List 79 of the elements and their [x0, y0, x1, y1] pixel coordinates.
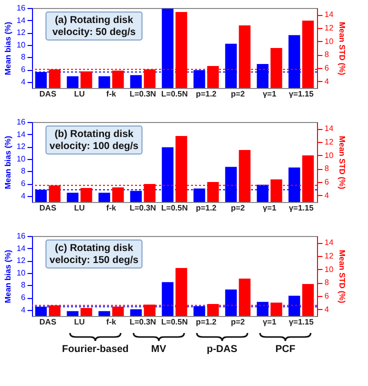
- y-tick-label: 4: [21, 191, 26, 200]
- y-tick-label: 6: [21, 293, 26, 302]
- x-tick-label: γ=1.15: [288, 204, 314, 212]
- y-tick-label: 16: [16, 232, 26, 240]
- y-tick-label: 16: [16, 118, 26, 126]
- y-tick-label: 14: [16, 16, 26, 25]
- y-tick-label: 6: [21, 65, 26, 74]
- y2-tick-label: 12: [324, 252, 334, 260]
- y-tick-label: 8: [21, 166, 26, 176]
- x-tick-label: p=2: [230, 318, 246, 326]
- y2-tick-label: 10: [324, 150, 334, 160]
- x-tick-label: L=0.5N: [161, 204, 188, 212]
- x-tick-label: p=2: [230, 204, 246, 212]
- y-tick-label: 14: [16, 130, 26, 139]
- y2-axis-title: Mean STD (%): [337, 136, 346, 190]
- y-tick-label: 10: [16, 154, 26, 164]
- y2-tick-label: 4: [324, 304, 330, 314]
- text: (a) Rotating disk velocity: 50 deg/s: [52, 15, 136, 38]
- y-axis-title: Mean bias (%): [4, 135, 13, 190]
- x-tick-label: p=2: [230, 90, 246, 98]
- y2-tick-label: 14: [324, 124, 334, 134]
- text: Fourier-based: [62, 344, 129, 355]
- x-tick-label: γ=1: [262, 318, 277, 326]
- y2-tick-label: 10: [324, 36, 334, 46]
- y-tick-label: 8: [21, 52, 26, 62]
- text: MV: [151, 344, 166, 355]
- x-tick-label: γ=1.15: [288, 318, 314, 326]
- x-tick-label: L=0.5N: [161, 90, 188, 98]
- x-tick-label: LU: [74, 90, 86, 98]
- x-tick-label: f-k: [106, 204, 117, 212]
- y2-tick-label: 6: [324, 64, 330, 72]
- y2-tick-label: 4: [324, 76, 330, 86]
- x-tick-label: L=0.3N: [130, 90, 156, 98]
- x-tick-label: L=0.3N: [130, 204, 156, 212]
- x-tick-label: p=1.2: [196, 318, 218, 326]
- x-tick-label: DAS: [39, 204, 57, 212]
- y2-tick-label: 12: [324, 138, 334, 146]
- y2-tick-label: 6: [324, 178, 330, 186]
- y-tick-label: 10: [16, 268, 26, 278]
- y-tick-label: 6: [21, 179, 26, 188]
- x-tick-label: f-k: [106, 90, 117, 98]
- y-tick-label: 16: [16, 4, 26, 12]
- x-tick-label: LU: [74, 204, 86, 212]
- y2-tick-label: 6: [324, 292, 330, 300]
- x-tick-label: γ=1: [262, 204, 277, 212]
- y2-tick-label: 14: [324, 10, 334, 20]
- text: (b) Rotating disk velocity: 100 deg/s: [50, 129, 139, 152]
- y-tick-label: 12: [16, 256, 26, 266]
- x-tick-label: L=0.3N: [130, 318, 156, 326]
- y-tick-label: 4: [21, 77, 26, 86]
- x-tick-label: L=0.5N: [161, 318, 188, 326]
- y-tick-label: 8: [21, 280, 26, 290]
- y-tick-label: 4: [21, 305, 26, 314]
- y-tick-label: 12: [16, 142, 26, 152]
- x-tick-label: LU: [74, 318, 86, 326]
- y2-axis-title: Mean STD (%): [337, 22, 346, 76]
- y2-tick-label: 14: [324, 238, 334, 248]
- y2-tick-label: 4: [324, 190, 330, 200]
- x-tick-label: p=1.2: [196, 204, 218, 212]
- x-tick-label: γ=1.15: [288, 90, 314, 98]
- x-tick-label: DAS: [39, 318, 57, 326]
- y2-tick-label: 8: [324, 164, 330, 174]
- y-axis-title: Mean bias (%): [4, 249, 13, 304]
- y2-tick-label: 8: [324, 278, 330, 288]
- x-tick-label: f-k: [106, 318, 117, 326]
- text: PCF: [275, 344, 296, 355]
- y-tick-label: 10: [16, 40, 26, 50]
- x-tick-label: p=1.2: [196, 90, 218, 98]
- x-tick-label: γ=1: [262, 90, 277, 98]
- y-axis-title: Mean bias (%): [4, 21, 13, 76]
- y2-tick-label: 8: [324, 50, 330, 60]
- text: p-DAS: [206, 344, 238, 355]
- y2-tick-label: 12: [324, 24, 334, 32]
- y2-tick-label: 10: [324, 264, 334, 274]
- y-tick-label: 14: [16, 244, 26, 253]
- x-tick-label: DAS: [39, 90, 57, 98]
- text: (c) Rotating disk velocity: 150 deg/s: [50, 243, 139, 266]
- y2-axis-title: Mean STD (%): [337, 250, 346, 304]
- y-tick-label: 12: [16, 28, 26, 38]
